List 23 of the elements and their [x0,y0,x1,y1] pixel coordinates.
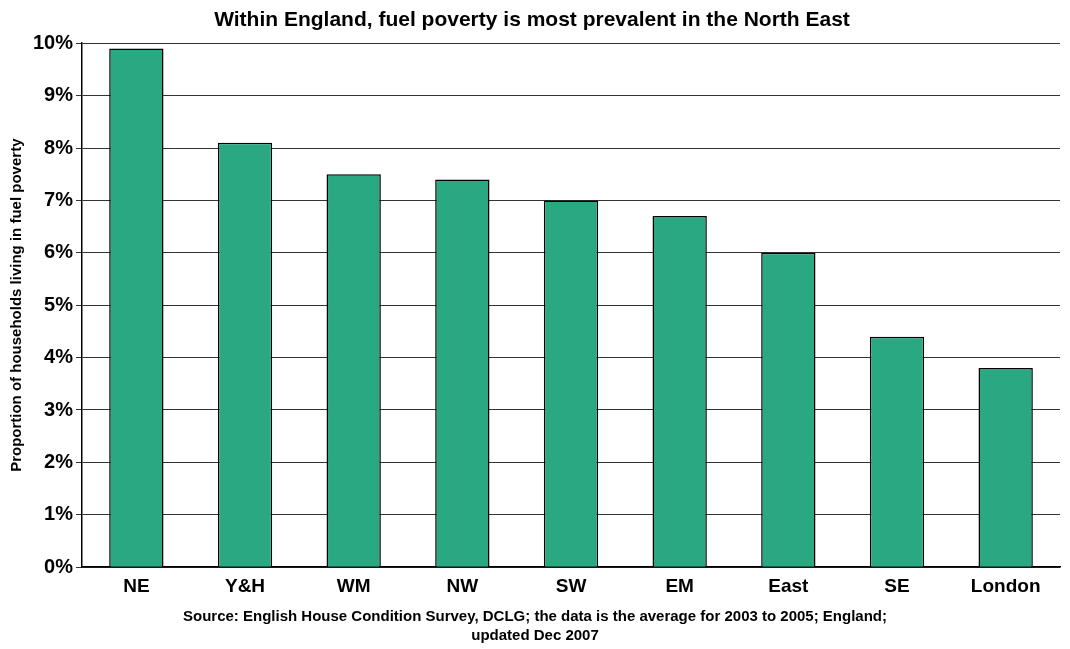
y-tick-label: 3% [44,397,74,420]
x-tick-label: SE [884,574,910,596]
y-tick-label: 5% [44,292,74,315]
x-tick-label: WM [336,574,371,596]
y-tick-label: 0% [44,554,74,577]
y-tick-label: 2% [44,449,74,472]
y-tick-label: 9% [44,83,74,106]
y-axis-title: Proportion of households living in fuel poverty [7,137,25,472]
y-tick-label: 7% [44,187,74,210]
y-tick-label: 10% [33,30,74,53]
y-tick-label: 8% [44,135,74,158]
x-tick-label: NW [446,574,479,596]
x-tick-label: London [970,574,1041,596]
y-tick-label: 6% [44,240,74,263]
y-tick-label: 4% [44,345,74,368]
x-tick-label: Y&H [224,574,266,596]
x-tick-label: East [768,574,810,596]
source-note: Source: English House Condition Survey, DCLG; the data is the average for 2003 to 2005; England; updated Dec 2007 [181,606,888,644]
x-tick-label: EM [665,574,694,596]
y-tick-label: 1% [44,502,74,525]
x-tick-label: SW [555,574,587,596]
x-tick-label: NE [123,574,150,596]
chart-title: Within England, fuel poverty is most prevalent in the North East [214,7,850,31]
